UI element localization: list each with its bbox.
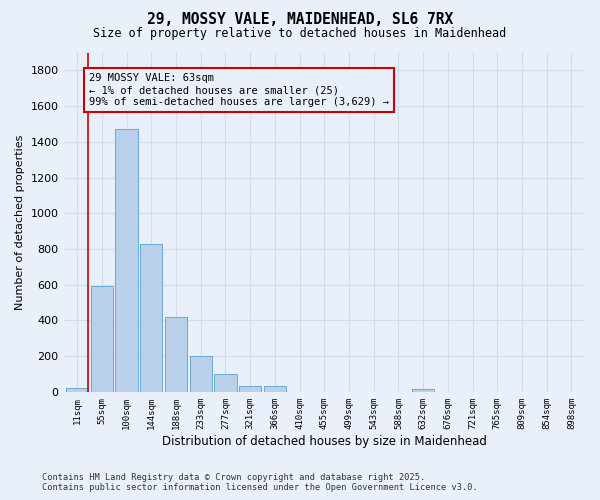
- X-axis label: Distribution of detached houses by size in Maidenhead: Distribution of detached houses by size …: [162, 434, 487, 448]
- Bar: [264, 386, 286, 392]
- Text: Contains HM Land Registry data © Crown copyright and database right 2025.
Contai: Contains HM Land Registry data © Crown c…: [42, 473, 478, 492]
- Bar: [165, 317, 187, 392]
- Bar: [214, 374, 236, 392]
- Bar: [412, 389, 434, 392]
- Y-axis label: Number of detached properties: Number of detached properties: [15, 134, 25, 310]
- Bar: [115, 130, 137, 392]
- Bar: [239, 386, 261, 392]
- Text: 29 MOSSY VALE: 63sqm
← 1% of detached houses are smaller (25)
99% of semi-detach: 29 MOSSY VALE: 63sqm ← 1% of detached ho…: [89, 74, 389, 106]
- Bar: [140, 244, 163, 392]
- Bar: [66, 388, 88, 392]
- Text: Size of property relative to detached houses in Maidenhead: Size of property relative to detached ho…: [94, 28, 506, 40]
- Text: 29, MOSSY VALE, MAIDENHEAD, SL6 7RX: 29, MOSSY VALE, MAIDENHEAD, SL6 7RX: [147, 12, 453, 28]
- Bar: [190, 356, 212, 392]
- Bar: [91, 286, 113, 392]
